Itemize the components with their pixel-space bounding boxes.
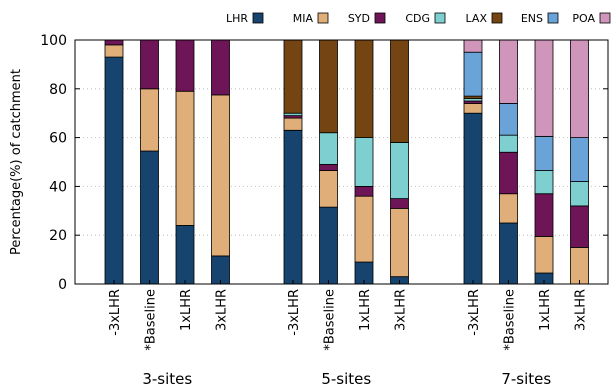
bar-segment-5-sites-baseline-cdg bbox=[319, 132, 338, 165]
bar-segment-5-sites-3xlhr-lhr bbox=[283, 129, 303, 285]
bar-segment-7-sites-1xlhr-poa bbox=[534, 39, 554, 137]
legend-swatch-poa bbox=[599, 12, 611, 24]
bar-segment-7-sites-baseline-lhr bbox=[499, 222, 518, 285]
x-tick-label: 1xLHR bbox=[358, 289, 373, 331]
x-tick-label: *Baseline bbox=[144, 289, 159, 351]
bar-segment-5-sites-baseline-mia bbox=[319, 170, 338, 208]
bar-segment-7-sites-1xlhr-mia bbox=[534, 236, 554, 274]
bar-segment-3-sites-3xlhr-lhr bbox=[104, 56, 124, 285]
bar-segment-3-sites-1xlhr-syd bbox=[175, 39, 195, 92]
x-tick-label: 3xLHR bbox=[215, 289, 230, 331]
bar-segment-7-sites-3xlhr-mia bbox=[463, 103, 483, 114]
legend-label-lax: LAX bbox=[466, 12, 488, 25]
bar-segment-3-sites-1xlhr-mia bbox=[175, 90, 195, 226]
legend-swatch-lax bbox=[491, 12, 503, 24]
group-label: 5-sites bbox=[321, 370, 371, 387]
x-tick-label: 1xLHR bbox=[538, 289, 553, 331]
x-tick-label: -3xLHR bbox=[287, 289, 302, 336]
plot-frame bbox=[74, 39, 609, 285]
group-label: 7-sites bbox=[501, 370, 551, 387]
bar-segment-7-sites-1xlhr-syd bbox=[534, 193, 554, 237]
legend-label-syd: SYD bbox=[348, 12, 370, 25]
y-tick-label: 60 bbox=[49, 131, 67, 147]
bar-segment-7-sites-baseline-syd bbox=[499, 151, 518, 195]
bar-segment-5-sites-1xlhr-cdg bbox=[354, 137, 374, 187]
x-tick-label: *Baseline bbox=[503, 289, 518, 351]
x-tick-label: 3xLHR bbox=[574, 289, 589, 331]
bar-segment-7-sites-baseline-cdg bbox=[499, 134, 518, 153]
bar-segment-7-sites-3xlhr-poa bbox=[463, 39, 483, 53]
legend-swatch-mia bbox=[317, 12, 329, 24]
bar-segment-7-sites-baseline-ens bbox=[499, 103, 518, 136]
bar-segment-7-sites-3xlhr-lhr bbox=[463, 112, 483, 285]
bar-segment-7-sites-1xlhr-cdg bbox=[534, 170, 554, 195]
bar-segment-7-sites-3xlhr-ens bbox=[463, 51, 483, 97]
group-label: 3-sites bbox=[142, 370, 192, 387]
bar-segment-3-sites-1xlhr-lhr bbox=[175, 225, 195, 285]
y-tick-label: 80 bbox=[49, 82, 67, 98]
bar-segment-7-sites-3xlhr-ens bbox=[570, 137, 589, 182]
y-tick-label: 20 bbox=[49, 228, 67, 244]
bars bbox=[104, 39, 589, 285]
bar-segment-7-sites-3xlhr-syd bbox=[570, 205, 589, 248]
bar-segment-5-sites-3xlhr-syd bbox=[390, 198, 409, 209]
bar-segment-5-sites-3xlhr-mia bbox=[390, 207, 409, 278]
y-axis-label: Percentage(%) of catchment bbox=[9, 69, 24, 255]
legend-label-mia: MIA bbox=[293, 12, 314, 25]
bar-segment-5-sites-1xlhr-mia bbox=[354, 195, 374, 263]
y-tick-label: 0 bbox=[58, 277, 67, 293]
bar-segment-5-sites-1xlhr-syd bbox=[354, 185, 374, 197]
bar-segment-3-sites-3xlhr-lhr bbox=[211, 255, 230, 285]
bar-segment-7-sites-3xlhr-cdg bbox=[570, 181, 589, 207]
bar-segment-3-sites-3xlhr-syd bbox=[211, 39, 230, 96]
x-axis: -3xLHR *Baseline 1xLHR 3xLHR 3-sites -3xLHR *B… bbox=[108, 280, 589, 387]
group-7-sites bbox=[463, 39, 589, 285]
bar-segment-7-sites-baseline-poa bbox=[499, 39, 518, 104]
y-tick-label: 100 bbox=[40, 33, 67, 49]
bar-segment-3-sites-3xlhr-mia bbox=[211, 94, 230, 257]
group-3-sites bbox=[104, 39, 230, 285]
bar-segment-5-sites-baseline-lax bbox=[319, 39, 338, 134]
x-tick-label: *Baseline bbox=[323, 289, 338, 351]
bar-segment-7-sites-3xlhr-poa bbox=[570, 39, 589, 138]
bar-segment-5-sites-baseline-lhr bbox=[319, 206, 338, 285]
bar-segment-5-sites-3xlhr-cdg bbox=[390, 142, 409, 199]
legend-label-cdg: CDG bbox=[405, 12, 430, 25]
legend-label-lhr: LHR bbox=[226, 12, 248, 25]
bar-segment-3-sites-3xlhr-syd bbox=[104, 39, 124, 46]
legend-swatch-cdg bbox=[434, 12, 446, 24]
bar-segment-5-sites-3xlhr-mia bbox=[283, 117, 303, 131]
bar-segment-3-sites-baseline-lhr bbox=[140, 150, 159, 285]
bar-segment-5-sites-1xlhr-lax bbox=[354, 39, 374, 138]
legend-swatch-lhr bbox=[252, 12, 264, 24]
legend: LHR MIA SYD CDG LAX ENS POA bbox=[226, 12, 611, 25]
bar-segment-7-sites-1xlhr-ens bbox=[534, 135, 554, 171]
bar-segment-3-sites-baseline-mia bbox=[140, 88, 159, 152]
gridlines bbox=[75, 88, 608, 236]
bar-segment-5-sites-baseline-syd bbox=[319, 164, 338, 171]
bar-segment-7-sites-baseline-mia bbox=[499, 193, 518, 224]
legend-label-poa: POA bbox=[572, 12, 595, 25]
x-tick-label: -3xLHR bbox=[467, 289, 482, 336]
legend-swatch-syd bbox=[374, 12, 386, 24]
group-5-sites bbox=[283, 39, 409, 285]
bar-segment-3-sites-3xlhr-mia bbox=[104, 44, 124, 58]
legend-swatch-ens bbox=[547, 12, 559, 24]
bar-segment-7-sites-3xlhr-mia bbox=[570, 246, 589, 285]
bar-segment-5-sites-3xlhr-lax bbox=[283, 39, 303, 114]
y-tick-label: 40 bbox=[49, 179, 67, 195]
y-axis: 0 20 40 60 80 100 bbox=[40, 33, 608, 293]
legend-label-ens: ENS bbox=[521, 12, 543, 25]
x-tick-label: 1xLHR bbox=[179, 289, 194, 331]
bar-segment-3-sites-baseline-syd bbox=[140, 39, 159, 90]
x-tick-label: -3xLHR bbox=[108, 289, 123, 336]
bar-segment-5-sites-3xlhr-lax bbox=[390, 39, 409, 143]
x-tick-label: 3xLHR bbox=[394, 289, 409, 331]
